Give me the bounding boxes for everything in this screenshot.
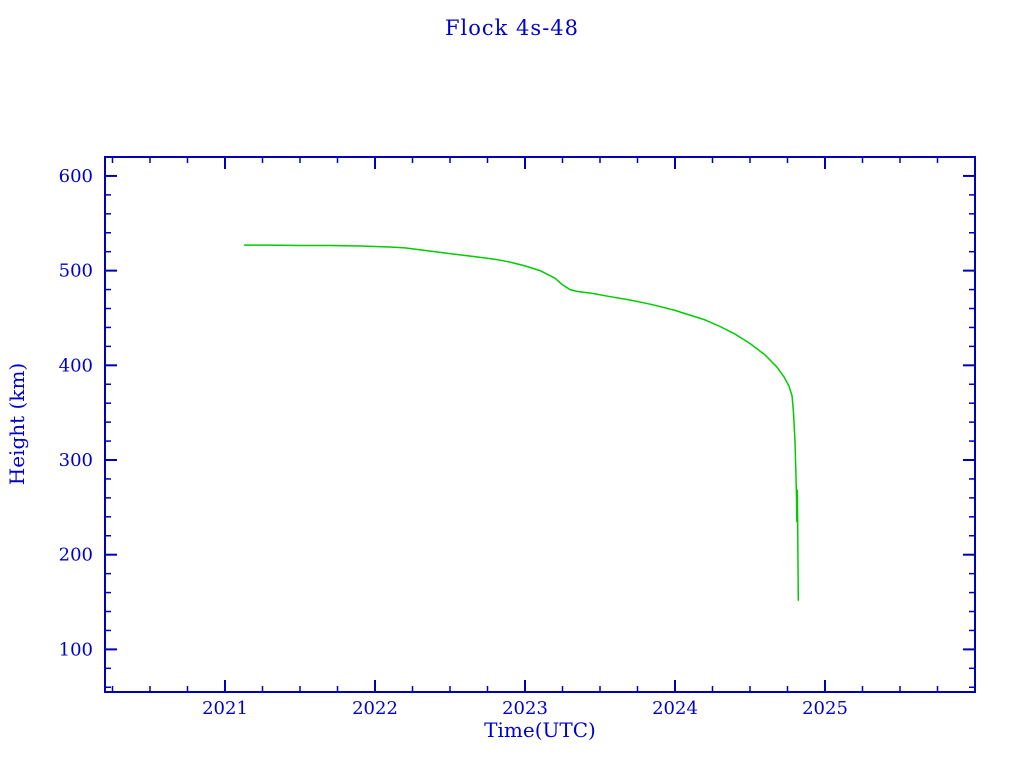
y-tick-label: 600	[59, 166, 93, 187]
chart-title: Flock 4s-48	[444, 16, 580, 40]
y-tick-label: 400	[59, 355, 93, 376]
y-tick-label: 500	[59, 261, 93, 282]
x-tick-label: 2021	[202, 698, 248, 719]
x-tick-label: 2025	[802, 698, 848, 719]
x-tick-label: 2022	[352, 698, 398, 719]
x-tick-label: 2023	[502, 698, 548, 719]
y-tick-label: 300	[59, 450, 93, 471]
y-tick-label: 100	[59, 639, 93, 660]
x-tick-label: 2024	[652, 698, 698, 719]
axes-frame	[104, 156, 976, 693]
x-axis-label: Time(UTC)	[484, 718, 596, 742]
y-tick-label: 200	[59, 545, 93, 566]
height-decay-line	[243, 244, 800, 601]
